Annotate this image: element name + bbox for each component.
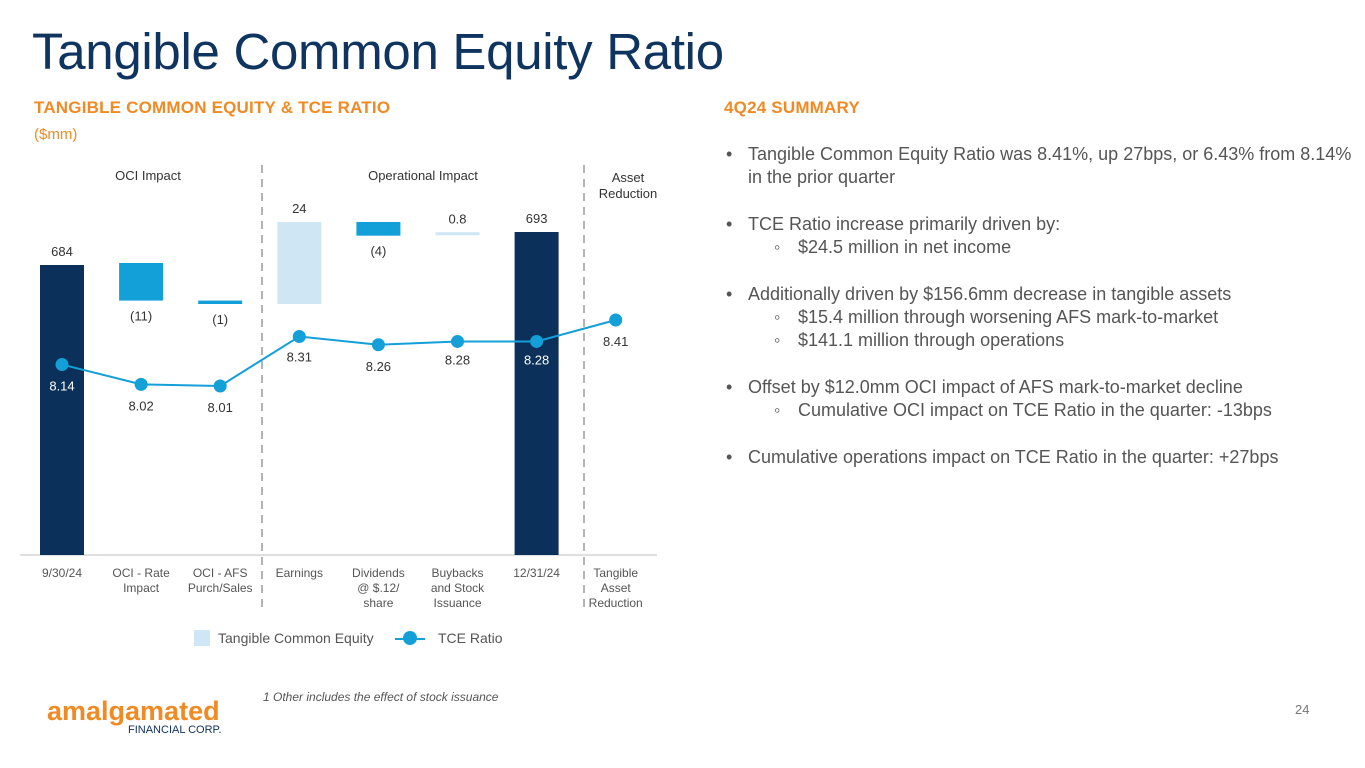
category-label: 9/30/24	[42, 566, 82, 580]
bar-value-label: 24	[292, 201, 306, 216]
summary-sub-bullet: $15.4 million through worsening AFS mark…	[724, 306, 1354, 329]
category-label-line: Tangible	[593, 566, 638, 580]
section-label-line: Asset	[612, 170, 645, 185]
summary-list: Tangible Common Equity Ratio was 8.41%, …	[724, 143, 1354, 469]
tce-ratio-point	[530, 334, 544, 348]
amalgamated-logo: amalgamated FINANCIAL CORP.	[47, 696, 222, 736]
bar-value-label: 0.8	[448, 211, 466, 226]
summary-sub-bullet: $141.1 million through operations	[724, 329, 1354, 352]
tce-ratio-line	[61, 319, 616, 388]
tce-waterfall-chart: OCI Impact Operational Impact Asset Reducti…	[20, 165, 658, 610]
category-label: Tangible Asset Reduction	[589, 566, 643, 610]
legend-ratio-label: TCE Ratio	[438, 630, 503, 646]
tce-ratio-label: 8.01	[208, 400, 233, 415]
section-label-line: OCI Impact	[115, 168, 181, 183]
tce-ratio-label: 8.14	[49, 379, 74, 394]
waterfall-bar	[514, 232, 559, 555]
summary-bullet: Tangible Common Equity Ratio was 8.41%, …	[724, 143, 1354, 189]
category-label-line: 12/31/24	[513, 566, 560, 580]
chart-heading: TANGIBLE COMMON EQUITY & TCE RATIO	[34, 98, 391, 117]
category-label: Earnings	[276, 566, 323, 580]
category-label-line: Issuance	[433, 596, 481, 610]
summary-spacer	[724, 189, 1354, 213]
waterfall-bar	[40, 265, 84, 555]
section-label: OCI Impact	[115, 168, 181, 183]
category-label: OCI - Rate Impact	[112, 566, 170, 595]
category-label-line: Earnings	[276, 566, 323, 580]
category-label: 12/31/24	[513, 566, 560, 580]
summary-sub-bullet: $24.5 million in net income	[724, 236, 1354, 259]
category-label-line: OCI - Rate	[112, 566, 170, 580]
tce-ratio-label: 8.41	[603, 334, 628, 349]
tce-ratio-point	[371, 338, 385, 352]
category-label-line: share	[363, 596, 393, 610]
category-label-line: 9/30/24	[42, 566, 82, 580]
summary-spacer	[724, 352, 1354, 376]
category-label-line: Purch/Sales	[188, 581, 253, 595]
tce-ratio-point	[451, 334, 464, 348]
tce-ratio-point	[609, 313, 623, 327]
legend-tce-label: Tangible Common Equity	[218, 630, 374, 646]
section-label: Asset Reduction	[599, 170, 658, 201]
legend-ratio-marker	[403, 631, 417, 645]
tce-ratio-label: 8.02	[128, 398, 153, 413]
category-label-line: OCI - AFS	[193, 566, 248, 580]
tce-ratio-label: 8.26	[366, 359, 391, 374]
section-label-line: Operational Impact	[368, 168, 478, 183]
tce-ratio-point	[55, 358, 69, 372]
waterfall-bar	[356, 222, 401, 236]
page-title: Tangible Common Equity Ratio	[32, 23, 724, 80]
logo-wordmark: amalgamated	[47, 696, 220, 726]
waterfall-bar	[435, 232, 480, 236]
category-label-line: Reduction	[589, 596, 643, 610]
tce-ratio-label: 8.28	[445, 352, 470, 367]
tce-ratio-point	[292, 330, 306, 343]
tce-ratio-point	[213, 379, 227, 393]
bar-value-label: (11)	[130, 309, 152, 324]
waterfall-bar	[277, 222, 322, 304]
section-label-line: Reduction	[599, 186, 658, 201]
category-label: OCI - AFS Purch/Sales	[188, 566, 253, 595]
bar-value-label: 693	[526, 211, 548, 226]
bar-value-label: (4)	[370, 244, 386, 259]
summary-bullet: TCE Ratio increase primarily driven by:	[724, 213, 1354, 236]
summary-heading: 4Q24 SUMMARY	[724, 98, 860, 117]
waterfall-bar	[119, 263, 164, 301]
waterfall-bar	[198, 300, 243, 304]
tce-ratio-point	[134, 377, 148, 391]
category-label-line: Buybacks	[431, 566, 483, 580]
legend-tce-swatch	[194, 630, 210, 646]
summary-spacer	[724, 259, 1354, 283]
units-label: ($mm)	[34, 126, 78, 143]
tce-ratio-label: 8.31	[287, 350, 312, 365]
page-number: 24	[1295, 702, 1310, 717]
summary-bullet: Additionally driven by $156.6mm decrease…	[724, 283, 1354, 306]
footnote: 1 Other includes the effect of stock iss…	[263, 690, 499, 704]
category-label: Dividends @ $.12/share	[352, 566, 405, 610]
summary-sub-bullet: Cumulative OCI impact on TCE Ratio in th…	[724, 399, 1354, 422]
category-label-line: Dividends	[352, 566, 405, 580]
category-label-line: and Stock	[431, 581, 485, 595]
logo-subtitle: FINANCIAL CORP.	[128, 724, 222, 736]
bar-value-label: 684	[51, 244, 73, 259]
tce-ratio-label: 8.28	[524, 352, 549, 367]
category-label-line: Asset	[601, 581, 632, 595]
summary-bullet: Cumulative operations impact on TCE Rati…	[724, 446, 1354, 469]
category-label: Buybacks and Stock Issuance	[431, 566, 485, 610]
category-label-line: Impact	[123, 581, 160, 595]
summary-bullet: Offset by $12.0mm OCI impact of AFS mark…	[724, 376, 1354, 399]
summary-spacer	[724, 422, 1354, 446]
bar-value-label: (1)	[212, 312, 228, 327]
section-label: Operational Impact	[368, 168, 478, 183]
category-label-line: @ $.12/	[357, 581, 400, 595]
